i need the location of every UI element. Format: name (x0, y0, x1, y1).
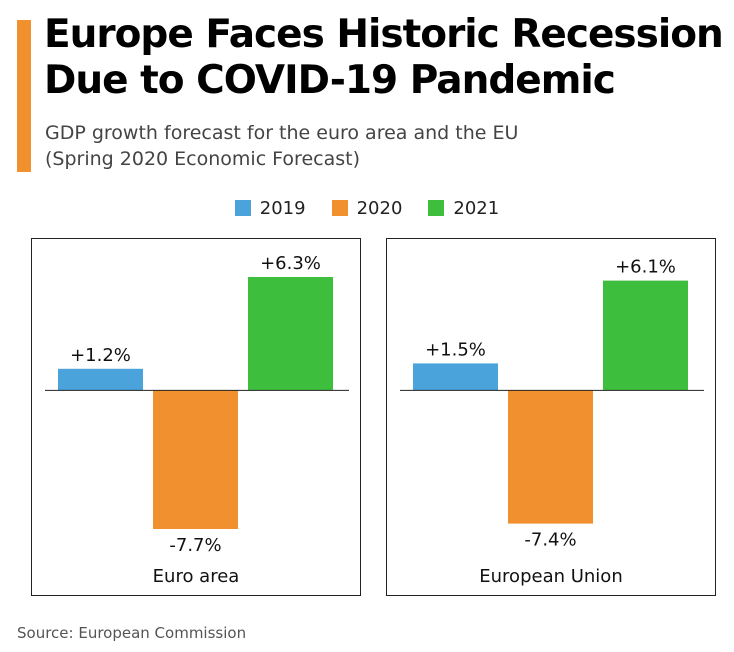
data-label-2021: +6.3% (260, 253, 321, 274)
legend-label-2021: 2021 (453, 197, 500, 219)
bar-2020 (508, 390, 593, 524)
legend-item-2019: 2019 (234, 197, 306, 219)
bar-2021 (248, 277, 333, 391)
panel-label-euro-area: Euro area (152, 566, 240, 587)
subtitle-line-2: (Spring 2020 Economic Forecast) (45, 148, 360, 170)
chart-title: Europe Faces Historic Recession Due to C… (44, 12, 734, 104)
data-label-2020: -7.7% (169, 535, 221, 556)
european-union-chart: +1.5% -7.4% +6.1% (400, 257, 704, 551)
accent-bar (17, 20, 31, 172)
legend-label-2020: 2020 (356, 197, 403, 219)
bar-2020 (153, 390, 238, 529)
legend-swatch-2019 (234, 200, 251, 216)
panel-european-union: +1.5% -7.4% +6.1% European Union (386, 238, 716, 596)
bar-2019 (58, 368, 143, 391)
legend: 2019 2020 2021 (0, 195, 734, 221)
chart-subtitle: GDP growth forecast for the euro area an… (45, 120, 725, 172)
data-label-2019: +1.5% (425, 339, 486, 360)
title-line-1: Europe Faces Historic Recession (44, 12, 724, 57)
title-line-2: Due to COVID-19 Pandemic (44, 58, 616, 103)
data-label-2020: -7.4% (524, 530, 576, 551)
subtitle-line-1: GDP growth forecast for the euro area an… (45, 122, 519, 144)
legend-item-2021: 2021 (428, 198, 499, 219)
bar-2021 (603, 280, 688, 391)
legend-item-2020: 2020 (331, 197, 403, 219)
legend-label-2019: 2019 (259, 197, 306, 219)
source-note: Source: European Commission (17, 624, 247, 642)
data-label-2021: +6.1% (615, 257, 676, 278)
bar-2019 (413, 363, 498, 391)
legend-swatch-2020 (331, 200, 348, 216)
panel-euro-area: +1.2% -7.7% +6.3% Euro area (31, 238, 361, 596)
data-label-2019: +1.2% (70, 345, 131, 366)
legend-swatch-2021 (428, 200, 445, 216)
euro-area-chart: +1.2% -7.7% +6.3% (45, 253, 349, 556)
panel-label-european-union: European Union (479, 566, 623, 587)
